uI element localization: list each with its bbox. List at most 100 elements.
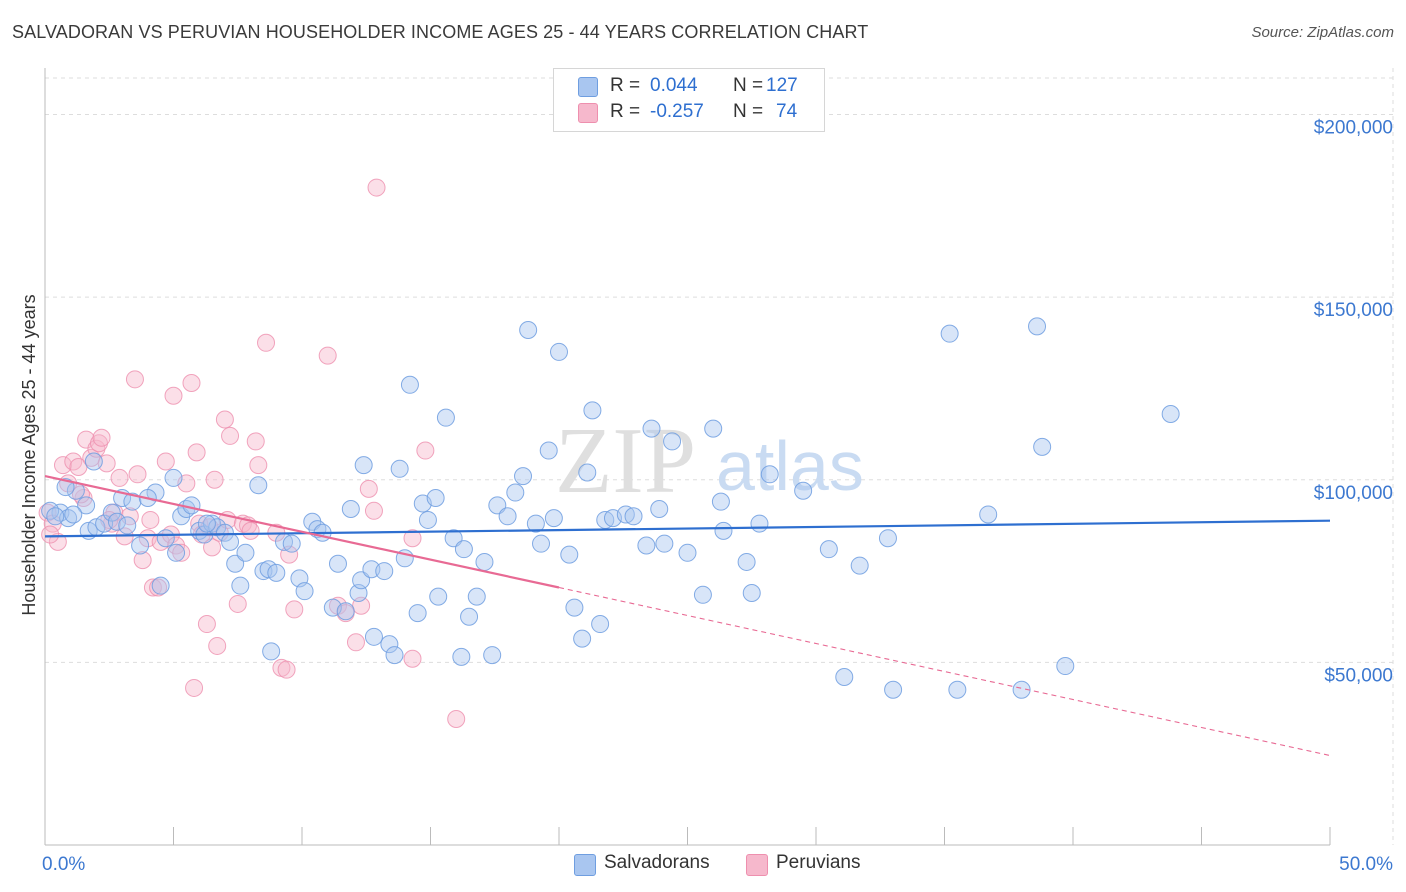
salvadoran-point: [663, 432, 682, 451]
salvadoran-point: [282, 534, 301, 553]
salvadoran-point: [737, 552, 756, 571]
salvadoran-point: [884, 680, 903, 699]
salvadoran-point: [267, 563, 286, 582]
salvadoran-point: [711, 492, 730, 511]
salvadoran-point: [583, 401, 602, 420]
salvadoran-point: [693, 585, 712, 604]
tick-labels: $50,000 $100,000 $150,000 $200,000 0.0% 50.0%: [42, 118, 1393, 875]
salvadoran-point: [352, 571, 371, 590]
salvadoran-point: [514, 467, 533, 486]
salvadoran-point: [41, 501, 60, 520]
salvadoran-point: [408, 604, 427, 623]
salvadoran-point: [429, 587, 448, 606]
peruvian-point: [151, 532, 170, 551]
peruvian-point: [257, 333, 276, 352]
salvadoran-point: [948, 680, 967, 699]
salvadoran-point: [498, 507, 517, 526]
salvadoran-point: [624, 507, 643, 526]
salvadoran-point: [655, 534, 674, 553]
salvadoran-point: [678, 543, 697, 562]
r-label: R =: [610, 75, 641, 96]
salvadoran-point: [295, 582, 314, 601]
peruvians-points: [38, 178, 466, 728]
salvadoran-point: [182, 496, 201, 515]
salvadoran-point: [375, 562, 394, 581]
salvadoran-point: [454, 540, 473, 559]
salvadoran-point: [835, 667, 854, 686]
salvadoran-point: [118, 516, 137, 535]
n-value: 74: [776, 101, 798, 122]
peruvian-point: [128, 465, 147, 484]
salvadoran-point: [940, 324, 959, 343]
salvadoran-point: [1012, 680, 1031, 699]
correlation-legend: R = 0.044 N = 127 R = -0.257 N = 74: [553, 68, 825, 132]
salvadoran-point: [364, 627, 383, 646]
peruvian-point: [41, 525, 60, 544]
axes: [44, 68, 1331, 846]
salvadoran-point: [452, 647, 471, 666]
peruvian-point: [172, 543, 191, 562]
peruvian-point: [133, 551, 152, 570]
salvadoran-point: [1033, 437, 1052, 456]
salvadoran-point: [151, 576, 170, 595]
salvadoran-point: [380, 635, 399, 654]
peruvians-trend-extension: [558, 586, 1331, 757]
salvadoran-point: [197, 514, 216, 533]
salvadoran-point: [526, 514, 545, 533]
peruvian-point: [197, 615, 216, 634]
salvadoran-point: [979, 505, 998, 524]
peruvian-point: [364, 501, 383, 520]
salvadoran-point: [550, 342, 568, 361]
peruvian-point: [403, 529, 422, 548]
y-axis-label: Householder Income Ages 25 - 44 years: [19, 294, 39, 615]
peruvian-point: [182, 373, 201, 392]
salvadoran-point: [77, 496, 96, 515]
watermark-atlas: atlas: [716, 427, 864, 505]
salvadorans-trend-line: [44, 519, 1331, 538]
salvadoran-point: [506, 483, 525, 502]
salvadoran-point: [616, 505, 635, 524]
salvadoran-point: [1056, 657, 1075, 676]
peruvian-point: [221, 426, 240, 445]
peruvian-point: [228, 594, 247, 613]
peruvian-point: [285, 600, 304, 619]
peruvian-point: [71, 485, 90, 504]
peruvian-point: [367, 178, 386, 197]
peruvian-point: [318, 346, 337, 365]
salvadoran-point: [56, 478, 75, 497]
salvadoran-point: [426, 489, 445, 508]
peruvian-point: [215, 410, 234, 429]
salvadoran-point: [1028, 317, 1047, 336]
salvadoran-point: [714, 521, 733, 540]
salvadoran-point: [123, 492, 142, 511]
salvadoran-point: [850, 556, 869, 575]
y-tick-label: $150,000: [1314, 300, 1393, 321]
r-value: 0.044: [650, 75, 698, 96]
peruvian-point: [403, 649, 422, 668]
salvadoran-point: [131, 536, 150, 555]
peruvian-point: [205, 470, 224, 489]
peruvian-point: [359, 479, 378, 498]
chart-title: SALVADORAN VS PERUVIAN HOUSEHOLDER INCOM…: [12, 22, 869, 42]
grid-lines: [45, 68, 1394, 845]
peruvian-point: [241, 521, 260, 540]
peruvian-point: [110, 468, 129, 487]
peruvian-point: [125, 370, 144, 389]
peruvian-point: [346, 633, 365, 652]
peruvian-point: [143, 578, 162, 597]
peruvian-point: [416, 441, 435, 460]
salvadoran-point: [226, 554, 245, 573]
y-tick-label: $200,000: [1314, 118, 1393, 139]
salvadorans-label: Salvadorans: [604, 852, 710, 873]
peruvian-point: [190, 514, 209, 533]
salvadoran-point: [642, 419, 661, 438]
peruvian-point: [187, 443, 206, 462]
salvadoran-point: [203, 514, 222, 533]
n-value: 127: [766, 75, 798, 96]
peruvian-point: [53, 456, 72, 475]
r-label: R =: [610, 101, 641, 122]
salvadoran-point: [704, 419, 723, 438]
salvadoran-point: [354, 456, 373, 475]
peruvian-point: [249, 456, 268, 475]
salvadoran-point: [215, 523, 234, 542]
